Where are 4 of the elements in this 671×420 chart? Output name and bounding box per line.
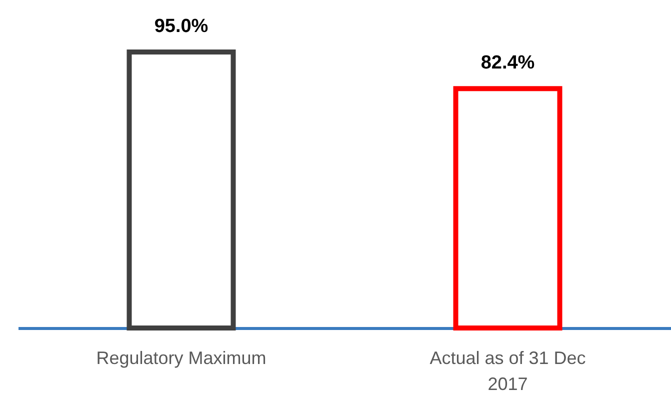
x-tick-label: Actual as of 31 Dec 2017 [430, 348, 586, 394]
data-label: 82.4% [480, 52, 535, 74]
x-tick-label: Regulatory Maximum [96, 348, 266, 368]
data-label: 95.0% [154, 16, 208, 37]
